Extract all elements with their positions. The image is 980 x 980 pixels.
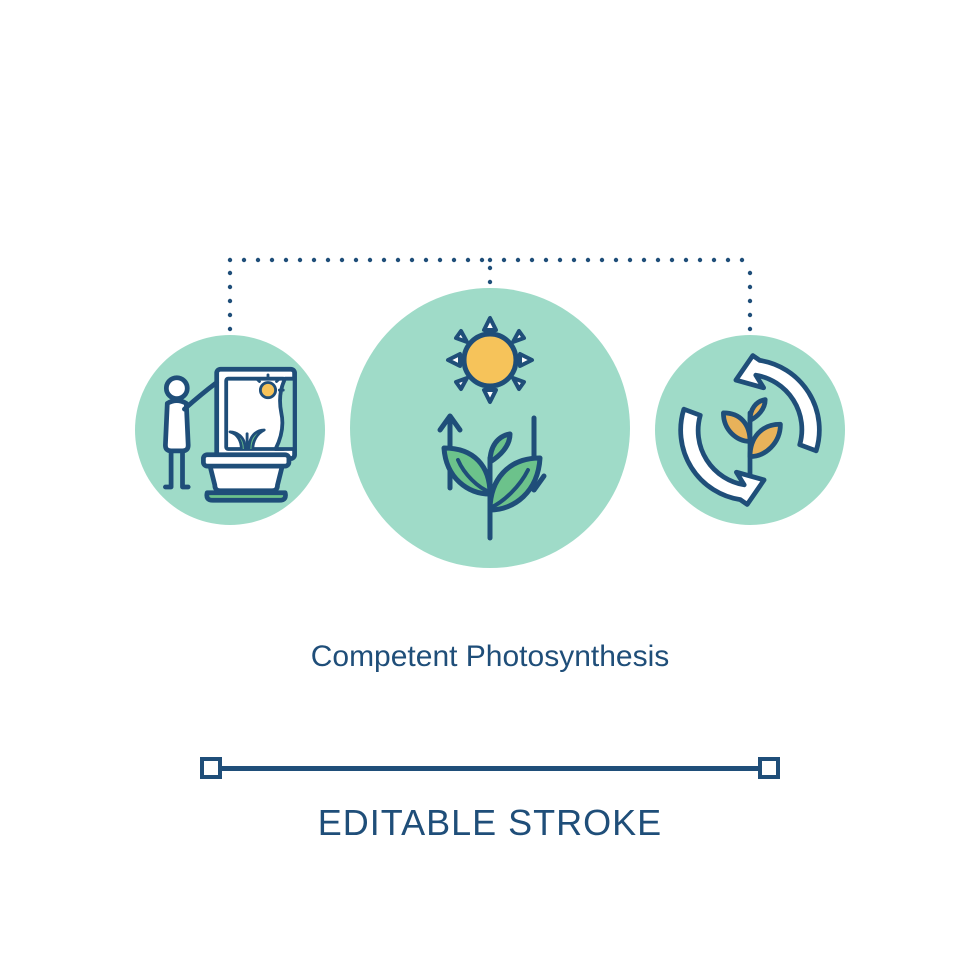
sun-plant-cycle-icon — [350, 288, 630, 568]
recycle-leaf-icon — [655, 335, 845, 525]
window-plant-icon — [135, 335, 325, 525]
subtitle: EDITABLE STROKE — [0, 802, 980, 844]
center-circle — [350, 288, 630, 568]
left-circle — [135, 335, 325, 525]
stroke-indicator — [200, 756, 780, 780]
infographic-title: Competent Photosynthesis — [0, 640, 980, 674]
infographic-canvas: Competent Photosynthesis EDITABLE STROKE — [0, 0, 980, 980]
right-circle — [655, 335, 845, 525]
